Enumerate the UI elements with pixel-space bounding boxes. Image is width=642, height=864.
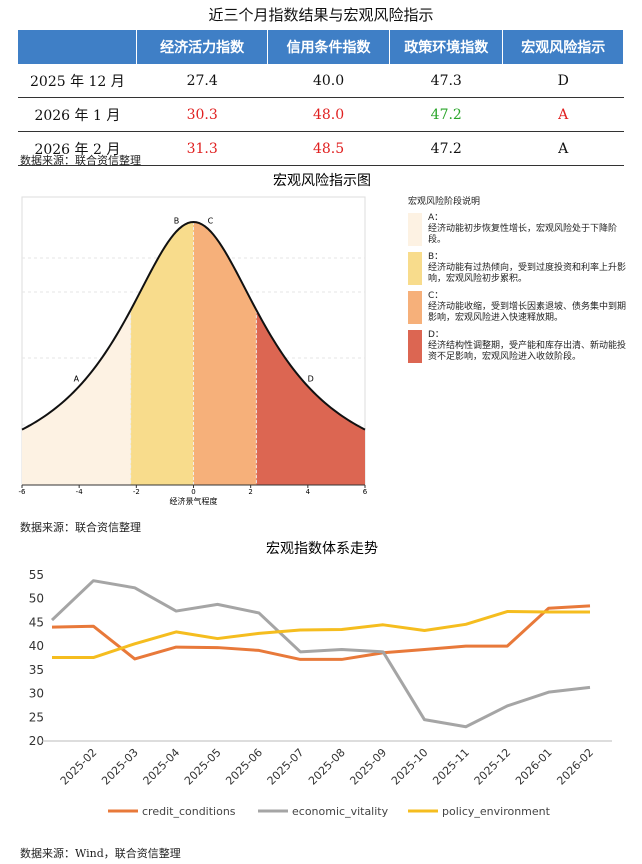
source: 数据来源：联合资信整理 <box>20 521 141 534</box>
y-tick-label: 30 <box>29 687 44 701</box>
legend-text: 经济动能有过热倾向，受到过度投资和利率上升影响，宏观风险初步累积。 <box>428 263 627 284</box>
x-tick-label: 2025-04 <box>141 746 183 788</box>
legend-text: 经济动能收缩，受到增长因素退坡、债务集中到期影响，宏观风险进入快速释放期。 <box>428 302 627 323</box>
legend-swatch <box>408 213 422 246</box>
table-cell: 31.3 <box>136 131 268 166</box>
source: 数据来源：联合资信整理 <box>20 154 141 167</box>
table-cell: D <box>502 64 624 98</box>
x-tick-label: 2025-05 <box>182 746 224 788</box>
legend-item: B： 经济动能有过热倾向，受到过度投资和利率上升影响，宏观风险初步累积。 <box>408 252 628 285</box>
region-label: A <box>74 374 80 383</box>
table-title: 近三个月指数结果与宏观风险指示 <box>208 6 434 24</box>
legend-label: D： <box>428 330 444 340</box>
y-tick-label: 40 <box>29 639 44 653</box>
x-tick-label: 2025-11 <box>430 746 472 788</box>
curve <box>21 220 366 431</box>
header-cell: 信用条件指数 <box>267 30 391 64</box>
x-tick-label: 2025-02 <box>58 746 100 788</box>
x-tick-label: 2025-10 <box>389 746 431 788</box>
table: 经济活力指数 信用条件指数 政策环境指数 宏观风险指示 2025 年 12 月 27.4 4… <box>18 30 624 166</box>
legend-text: 经济动能初步恢复性增长，宏观风险处于下降阶段。 <box>428 224 618 245</box>
table-cell: 48.0 <box>267 97 390 132</box>
x-tick-label: 2026-01 <box>513 746 555 788</box>
legend-label: policy_environment <box>442 805 551 818</box>
legend-label: B： <box>428 252 444 262</box>
table-cell: 2026 年 1 月 <box>18 97 137 132</box>
x-tick-label: -2 <box>133 488 140 496</box>
x-tick-label: 2025-12 <box>472 746 514 788</box>
legend: 宏观风险阶段说明 A： 经济动能初步恢复性增长，宏观风险处于下降阶段。 B： 经济动能有… <box>408 194 628 363</box>
y-tick-label: 45 <box>29 615 44 629</box>
x-tick-label: 0 <box>191 488 195 496</box>
region-label: C <box>208 216 214 225</box>
table-cell: 47.3 <box>389 64 503 98</box>
header-cell <box>18 30 138 64</box>
legend-item: C： 经济动能收缩，受到增长因素退坡、债务集中到期影响，宏观风险进入快速释放期。 <box>408 291 628 324</box>
table-cell: 48.5 <box>267 131 390 166</box>
legend-title: 宏观风险阶段说明 <box>408 197 481 207</box>
x-tick-label: 6 <box>363 488 368 496</box>
series-line <box>51 604 591 661</box>
x-tick-label: 2 <box>248 488 252 496</box>
x-tick-label: -4 <box>76 488 84 496</box>
header-cell: 经济活力指数 <box>136 30 269 64</box>
legend-swatch <box>408 252 422 285</box>
table-row: 2026 年 2 月 31.3 48.5 47.2 A <box>18 131 624 166</box>
x-tick-label: 2025-09 <box>348 746 390 788</box>
x-axis-label: 经济景气程度 <box>170 496 218 506</box>
y-tick-label: 35 <box>29 663 44 677</box>
table-cell: 30.3 <box>136 97 268 132</box>
table-row: 2025 年 12 月 27.4 40.0 47.3 D <box>18 64 624 98</box>
region <box>256 310 365 485</box>
series-line <box>50 579 591 729</box>
legend-label: A： <box>428 213 444 223</box>
x-tick-label: 2025-08 <box>306 746 348 788</box>
header-cell: 宏观风险指示 <box>502 30 624 64</box>
region-label: B <box>174 216 180 225</box>
table-cell: 2026 年 2 月 <box>18 131 137 166</box>
table-row: 2026 年 1 月 30.3 48.0 47.2 A <box>18 97 624 132</box>
x-tick-label: 4 <box>306 488 311 496</box>
x-tick-label: 2025-07 <box>265 746 307 788</box>
region <box>193 222 257 485</box>
legend-label: economic_vitality <box>292 805 389 818</box>
header-cell: 政策环境指数 <box>389 30 504 64</box>
y-tick-label: 25 <box>29 710 44 724</box>
series-line <box>52 610 590 660</box>
legend-swatch <box>408 291 422 324</box>
table-cell: A <box>502 131 624 166</box>
legend-label: C： <box>428 291 444 301</box>
y-tick-label: 55 <box>29 568 44 582</box>
x-tick-label: -6 <box>19 488 27 496</box>
table-cell: 47.2 <box>389 131 503 166</box>
chart-title: 宏观指数体系走势 <box>266 541 378 557</box>
chart-title: 宏观风险指示图 <box>273 173 371 189</box>
x-tick-label: 2025-06 <box>223 746 265 788</box>
table-cell: 2025 年 12 月 <box>18 64 137 98</box>
region <box>130 222 194 485</box>
y-tick-label: 20 <box>29 734 44 748</box>
table-cell: 47.2 <box>389 97 503 132</box>
source: 数据来源：Wind，联合资信整理 <box>20 847 181 860</box>
y-tick-label: 50 <box>29 592 44 606</box>
x-tick-label: 2026-02 <box>554 746 596 788</box>
legend-text: 经济结构性调整期，受产能和库存出清、新动能投资不足影响，宏观风险进入收敛阶段。 <box>428 341 627 362</box>
legend-item: D： 经济结构性调整期，受产能和库存出清、新动能投资不足影响，宏观风险进入收敛阶段… <box>408 330 628 363</box>
x-tick-label: 2025-03 <box>99 746 141 788</box>
region-label: D <box>308 374 314 383</box>
table-cell: 27.4 <box>136 64 268 98</box>
legend-swatch <box>408 330 422 363</box>
table-cell: A <box>502 97 624 132</box>
legend-item: A： 经济动能初步恢复性增长，宏观风险处于下降阶段。 <box>408 213 628 246</box>
region <box>22 310 131 485</box>
table-cell: 40.0 <box>267 64 390 98</box>
legend-label: credit_conditions <box>142 805 236 818</box>
